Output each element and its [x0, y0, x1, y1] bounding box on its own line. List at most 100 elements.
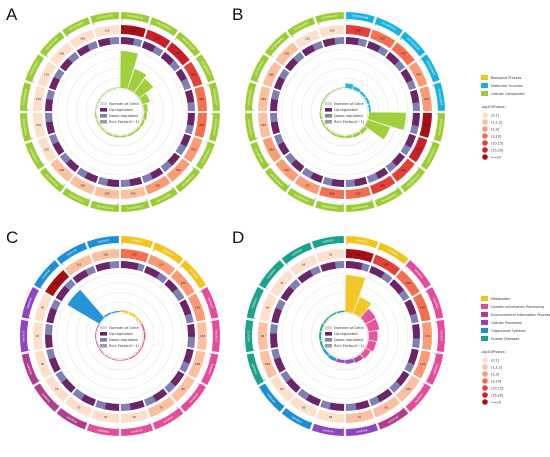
- count-label: 140: [195, 306, 200, 310]
- category-segment: [20, 113, 32, 142]
- tick-label: 0: [265, 287, 269, 290]
- center-legend-swatch: [325, 120, 332, 124]
- rich-factor-bar: [352, 86, 361, 93]
- down-regulated-bar: [273, 133, 284, 145]
- rich-factor-bar: [345, 83, 354, 90]
- category-segment: [56, 242, 88, 265]
- count-label: 370: [305, 183, 310, 187]
- grid-circle: [310, 301, 380, 371]
- tick-label: 0: [61, 263, 64, 267]
- up-regulated-bar: [270, 333, 278, 349]
- segment-label: GO:0003824: [437, 88, 444, 105]
- up-regulated-bar: [273, 357, 286, 373]
- rich-factor-bar: [330, 131, 338, 137]
- count-segment: [369, 175, 396, 195]
- count-segment: [262, 61, 282, 88]
- count-label: 320: [269, 147, 274, 151]
- count-label: 260: [269, 72, 274, 76]
- tick-label: 0: [32, 80, 36, 83]
- rich-factor-bar: [139, 93, 151, 105]
- tick-label: 0: [429, 141, 433, 144]
- down-regulated-bar: [322, 176, 333, 186]
- legend-top: Biological Process Molecular Function Cell…: [481, 75, 525, 160]
- rich-factor-bar: [135, 316, 142, 324]
- count-label: 430: [355, 191, 360, 195]
- up-regulated-bar: [270, 121, 281, 135]
- tick-label: 0: [416, 166, 420, 170]
- count-label: 490: [380, 183, 385, 187]
- segment-label: GO:0044444: [293, 192, 310, 203]
- count-segment: [37, 61, 57, 88]
- down-regulated-bar: [389, 381, 401, 393]
- category-segment: [264, 31, 290, 57]
- tick-label: 0: [152, 249, 155, 253]
- count-segment: [408, 136, 428, 163]
- rich-factor-bar: [337, 134, 345, 138]
- tick-label: 0: [209, 321, 212, 323]
- tick-label: 0: [433, 353, 437, 356]
- center-legend-swatch: [100, 344, 107, 348]
- segment-label: ko05012: [246, 330, 250, 342]
- down-regulated-bar: [271, 89, 281, 100]
- down-regulated-bar: [46, 89, 56, 100]
- up-regulated-bar: [183, 348, 194, 364]
- rich-factor-bar: [365, 318, 380, 332]
- count-label: 400: [424, 97, 429, 101]
- center-legend-text: Up-regulated: [334, 332, 357, 336]
- down-regulated-bar: [180, 78, 192, 91]
- category-segment: [56, 407, 88, 430]
- rich-factor-bar: [111, 310, 120, 314]
- count-label: 110: [76, 262, 81, 266]
- segment-label: GO:0043226: [406, 173, 421, 188]
- count-label: 400: [199, 123, 204, 127]
- down-regulated-bar: [409, 125, 419, 135]
- count-segment: [94, 25, 120, 38]
- rich-factor-bar: [330, 88, 338, 93]
- segment-label: ko03030: [21, 330, 25, 342]
- grid-circle: [66, 282, 174, 390]
- category-segment: [405, 260, 431, 289]
- rich-factor-bar: [100, 92, 106, 98]
- count-label: 240: [59, 168, 64, 172]
- up-regulated-bar: [400, 68, 413, 83]
- down-regulated-bar: [271, 348, 281, 360]
- down-regulated-bar: [275, 299, 286, 311]
- up-regulated-bar: [144, 265, 161, 279]
- rich-factor-bar: [120, 134, 128, 138]
- panel-letter: C: [6, 228, 18, 247]
- count-segment: [419, 112, 432, 138]
- count-segment: [33, 86, 46, 112]
- count-segment: [33, 112, 46, 138]
- category-swatch: [481, 304, 488, 309]
- up-regulated-bar: [284, 57, 299, 72]
- down-regulated-bar: [169, 60, 181, 72]
- segment-label: ko04145: [41, 268, 52, 279]
- rich-factor-bar: [127, 68, 147, 93]
- down-regulated-bar: [53, 68, 65, 80]
- rich-factor-bar: [353, 354, 364, 363]
- tick-label: 0: [254, 316, 258, 319]
- segment-label: GO:0044446: [45, 173, 60, 188]
- center-legend-text: Rich Factor(0~1): [334, 120, 365, 124]
- pvalue-swatch: [482, 119, 488, 125]
- up-regulated-bar: [141, 40, 156, 53]
- up-regulated-bar: [322, 37, 336, 48]
- category-segment: [346, 12, 375, 24]
- down-regulated-bar: [412, 102, 420, 112]
- panel-letter: D: [232, 228, 244, 247]
- up-regulated-bar: [160, 51, 175, 66]
- center-legend-swatch: [100, 108, 107, 112]
- segment-label: ko05016: [266, 268, 277, 279]
- category-segment: [195, 141, 215, 170]
- segment-label: GO:0043167: [381, 20, 398, 31]
- count-label: 190: [36, 97, 41, 101]
- panel-letter: A: [6, 5, 18, 24]
- count-label: 90: [261, 334, 265, 338]
- pvalue-swatch: [482, 392, 488, 398]
- count-label: 400: [330, 191, 335, 195]
- category-segment: [420, 54, 440, 83]
- up-regulated-bar: [76, 44, 91, 57]
- down-regulated-bar: [394, 60, 406, 72]
- count-segment: [275, 42, 299, 66]
- count-label: 510: [130, 28, 135, 32]
